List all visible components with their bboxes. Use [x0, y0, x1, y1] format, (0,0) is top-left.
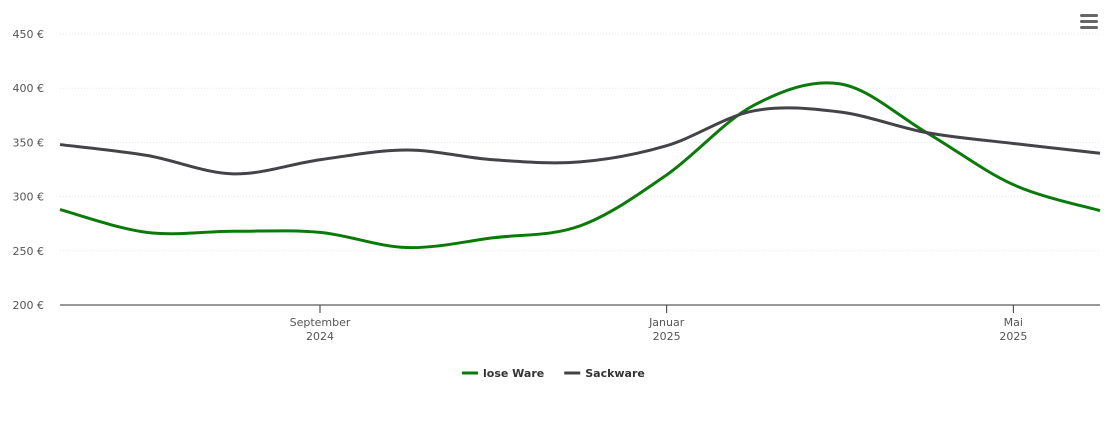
legend-label: Sackware [585, 367, 645, 380]
menu-bar [1080, 20, 1098, 23]
x-tick-label: September 2024 [290, 316, 351, 343]
series-line [59, 81, 1101, 250]
y-tick-label: 400 € [13, 82, 45, 95]
x-tick-label: Januar 2025 [648, 316, 685, 343]
y-tick-label: 200 € [13, 299, 45, 312]
menu-bar [1080, 14, 1098, 17]
legend: lose Ware Sackware [462, 367, 645, 380]
y-tick-label: 300 € [13, 191, 45, 204]
menu-bar [1080, 26, 1098, 29]
x-tick-label: Mai 2025 [999, 316, 1027, 343]
y-tick-label: 450 € [13, 28, 45, 41]
series-line [59, 106, 1101, 176]
menu-icon[interactable] [1080, 14, 1098, 29]
y-tick-label: 350 € [13, 136, 45, 149]
legend-label: lose Ware [483, 367, 544, 380]
y-tick-label: 250 € [13, 245, 45, 258]
